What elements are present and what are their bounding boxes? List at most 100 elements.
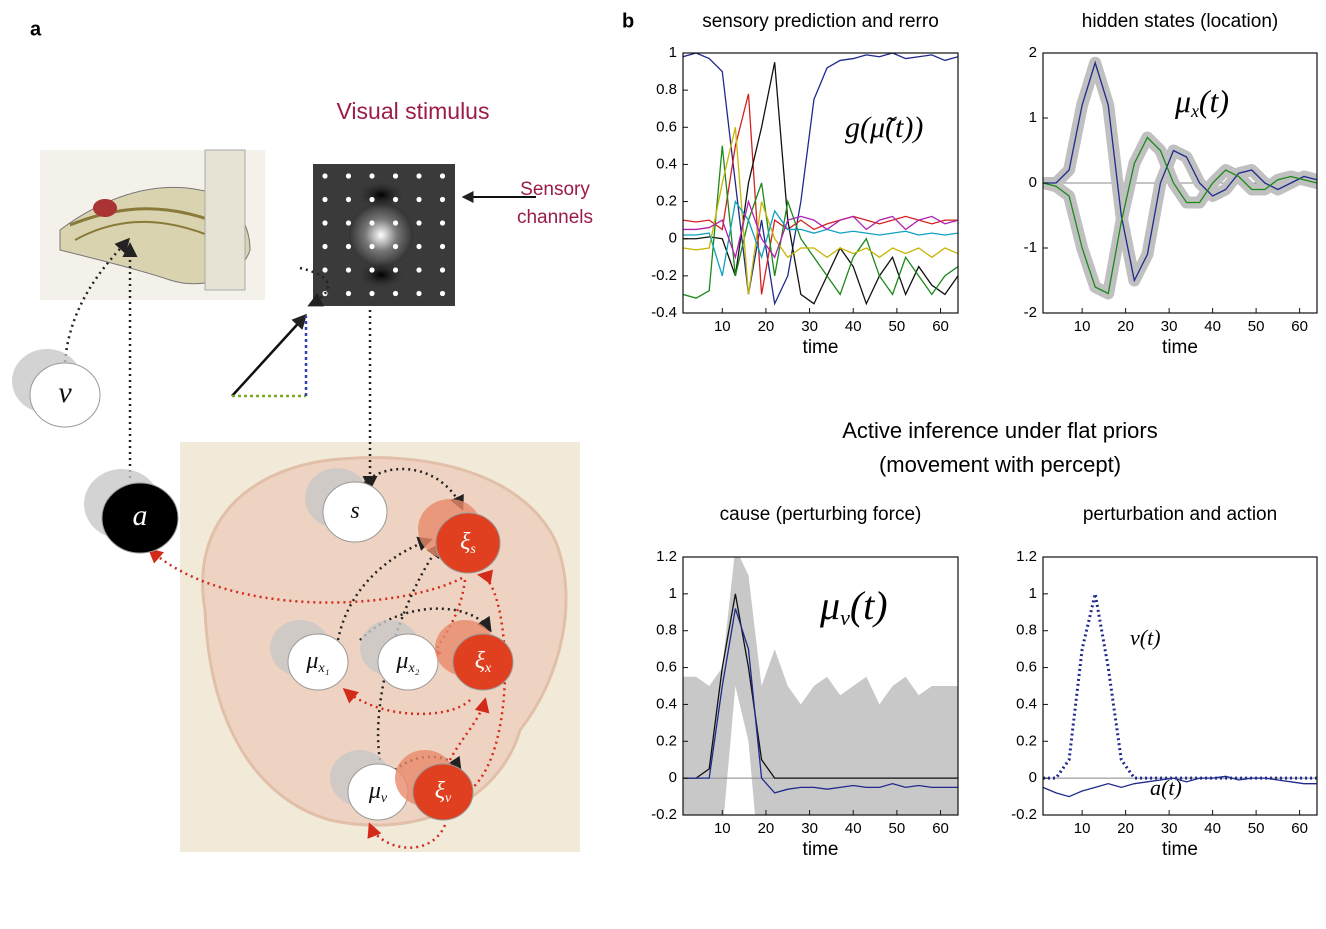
sensor-dot (345, 267, 352, 273)
y-tick-label: 0.4 (656, 695, 677, 712)
x-tick-label: 40 (1204, 820, 1221, 837)
x-tick-label: 10 (714, 820, 731, 837)
sensor-dot (369, 243, 375, 250)
y-tick-label: 0 (669, 769, 677, 786)
y-tick-label: 0.2 (1016, 732, 1037, 749)
anatomy-sketch (40, 149, 265, 300)
node-subscript: x₂ (407, 661, 419, 676)
sensor-dot (392, 173, 399, 179)
node-label: μv (368, 778, 388, 807)
series-shade (1043, 131, 1317, 300)
node-label: μx₁ (305, 648, 329, 677)
sensor-dot (369, 220, 375, 226)
sensor-dot (439, 243, 446, 250)
node-symbol: s (350, 498, 359, 524)
annotation-part: a(t) (1150, 775, 1182, 800)
x-tick-label: 30 (1161, 318, 1178, 335)
annotation: g(μ̃(t)) (845, 111, 923, 144)
annotation-part: g(μ̃(t)) (845, 111, 923, 144)
chart: perturbation and action time -0.2 0 0.2 0.4 0.… (1011, 504, 1318, 860)
sensor-dot (416, 196, 422, 203)
x-tick-label: 40 (1204, 318, 1221, 335)
y-tick-label: 1 (669, 585, 677, 602)
sensor-dot (392, 243, 399, 250)
series-line (683, 608, 958, 794)
node: a (84, 469, 179, 554)
node-label: ξs (460, 529, 476, 558)
y-tick-label: 0 (1029, 769, 1037, 786)
sensor-dot (416, 173, 422, 179)
sensor-dot (392, 290, 399, 297)
axes-frame (682, 52, 959, 314)
node-subscript: v (381, 791, 388, 806)
y-tick-label: 0.4 (1016, 695, 1037, 712)
series-line (683, 62, 958, 306)
y-tick-label: 0.6 (656, 659, 677, 676)
y-tick-label: -1 (1024, 239, 1037, 256)
node-shape (377, 633, 439, 691)
heading: (movement with percept) (879, 452, 1121, 477)
annotation-part: x (1190, 101, 1199, 121)
node-subscript: v (445, 791, 452, 806)
node: μx₁ (270, 620, 349, 691)
plot-area (683, 557, 958, 815)
heading: Active inference under flat priors (842, 418, 1158, 443)
movement-arrow (231, 313, 308, 397)
series-line (683, 53, 958, 306)
node-symbol: ξ (435, 778, 446, 804)
sensory-label: channels (517, 207, 593, 228)
x-tick-label: 20 (758, 318, 775, 335)
node-shape (435, 512, 501, 574)
x-axis-label: time (803, 839, 839, 860)
axes-frame (1042, 556, 1318, 816)
node-shape (452, 633, 514, 691)
x-tick-label: 60 (932, 820, 949, 837)
x-tick-label: 50 (1248, 820, 1265, 837)
node-label: v (58, 376, 72, 409)
node: ξv (395, 750, 474, 821)
sensor-dot (345, 243, 352, 250)
x-tick-label: 10 (1074, 820, 1091, 837)
sensor-dot (392, 196, 399, 203)
x-tick-label: 30 (801, 820, 818, 837)
annotation-part: μ (819, 583, 840, 628)
y-tick-label: 2 (1029, 44, 1037, 61)
x-tick-label: 10 (714, 318, 731, 335)
sensor-dot (345, 173, 352, 179)
sensor-dot (322, 196, 328, 203)
annotation-part: v (840, 605, 850, 630)
node-symbol: v (58, 376, 72, 409)
sensor-dot (369, 196, 375, 203)
y-tick-label: 1.2 (656, 548, 677, 565)
y-tick-label: -0.2 (1011, 806, 1037, 823)
sensor-dot (345, 290, 352, 297)
sensor-dot (439, 267, 446, 273)
y-tick-label: 1 (1029, 585, 1037, 602)
series-line (683, 127, 958, 295)
chart-title: cause (perturbing force) (720, 504, 922, 525)
annotation-part: (t) (1199, 83, 1229, 119)
sensor-dot (322, 173, 328, 179)
annotation: μv(t) (819, 583, 888, 630)
sensor-dot (392, 267, 399, 273)
x-tick-label: 40 (845, 318, 862, 335)
uncertainty-band (683, 557, 958, 815)
annotation: μx(t) (1174, 83, 1229, 121)
plot-area (683, 53, 958, 306)
series-line (683, 199, 958, 260)
node: v (12, 349, 101, 428)
y-tick-label: 0.6 (656, 118, 677, 135)
annotation-part: μ (1174, 83, 1191, 119)
y-tick-label: 0.2 (656, 193, 677, 210)
series-line (1043, 775, 1317, 798)
x-tick-label: 50 (1248, 318, 1265, 335)
y-tick-label: 0.8 (656, 81, 677, 98)
series-line (683, 593, 958, 779)
node-shape (412, 763, 474, 821)
chart: cause (perturbing force) time -0.2 0 0.2 0.4 0… (651, 504, 959, 860)
y-tick-label: 0 (669, 230, 677, 247)
y-tick-label: -0.2 (651, 806, 677, 823)
node-symbol: μ (305, 648, 318, 674)
x-axis-label: time (1162, 337, 1198, 358)
sensor-dot (439, 290, 446, 297)
